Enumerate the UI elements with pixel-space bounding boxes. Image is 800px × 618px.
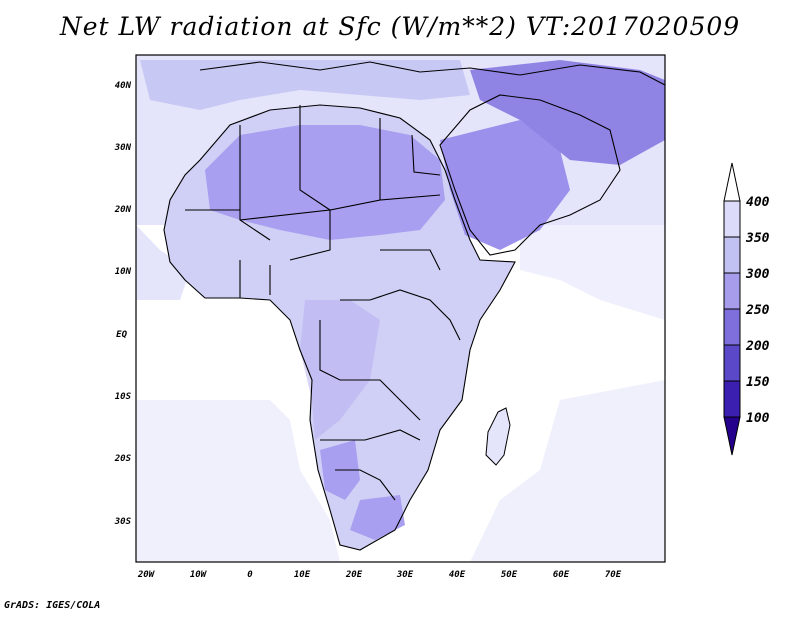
colorbar-bin-350-400 (723, 200, 741, 238)
lon-label: 30E (396, 570, 414, 580)
lon-label: 60E (553, 570, 570, 580)
lon-label: 20E (345, 570, 363, 580)
borders (163, 61, 666, 551)
colorbar-label: 150 (746, 375, 770, 390)
colorbar-label: 100 (746, 411, 770, 426)
colorbar-bin-300-350 (723, 236, 741, 274)
map-title: Net LW radiation at Sfc (W/m**2) VT:2017… (59, 12, 741, 41)
colorbar-bin-100-150 (723, 380, 741, 418)
colorbar-label: 350 (745, 231, 770, 246)
lon-label: 70E (605, 570, 622, 580)
lat-label: 20N (114, 205, 132, 215)
map-frame (135, 54, 666, 563)
map-area (135, 54, 666, 563)
lat-label: 40N (115, 81, 132, 91)
colorbar-bottom-arrow (723, 416, 741, 456)
lat-label: 10S (115, 392, 132, 402)
madagascar (485, 407, 511, 466)
lat-label: 30N (114, 143, 132, 153)
colorbar-label: 300 (745, 267, 770, 282)
lon-label: 50E (501, 570, 518, 580)
lat-label: 10N (115, 267, 132, 277)
colorbar-label: 250 (745, 303, 770, 318)
colorbar-top-arrow (723, 162, 741, 202)
lat-label: 20S (114, 454, 132, 464)
dark-shading (140, 60, 665, 540)
colorbar-bin-200-250 (723, 308, 741, 346)
colorbar-bin-150-200 (723, 344, 741, 382)
lon-label: 10E (294, 570, 311, 580)
colorbar (723, 162, 741, 456)
lat-label: EQ (116, 330, 127, 340)
colorbar-labels: 400 350 300 250 200 150 100 (745, 195, 770, 426)
longitude-axis: 20W 10W 0 10E 20E 30E 40E 50E 60E 70E (137, 570, 622, 580)
lon-label: 0 (247, 570, 253, 580)
colorbar-label: 400 (746, 195, 770, 210)
colorbar-label: 200 (745, 339, 770, 354)
lat-label: 30S (114, 517, 132, 527)
lon-label: 20W (137, 570, 156, 580)
lon-label: 40E (449, 570, 466, 580)
lon-label: 10W (190, 570, 208, 580)
grads-credit: GrADS: IGES/COLA (4, 600, 101, 611)
latitude-axis: 40N 30N 20N 10N EQ 10S 20S 30S (114, 81, 132, 527)
colorbar-bin-250-300 (723, 272, 741, 310)
